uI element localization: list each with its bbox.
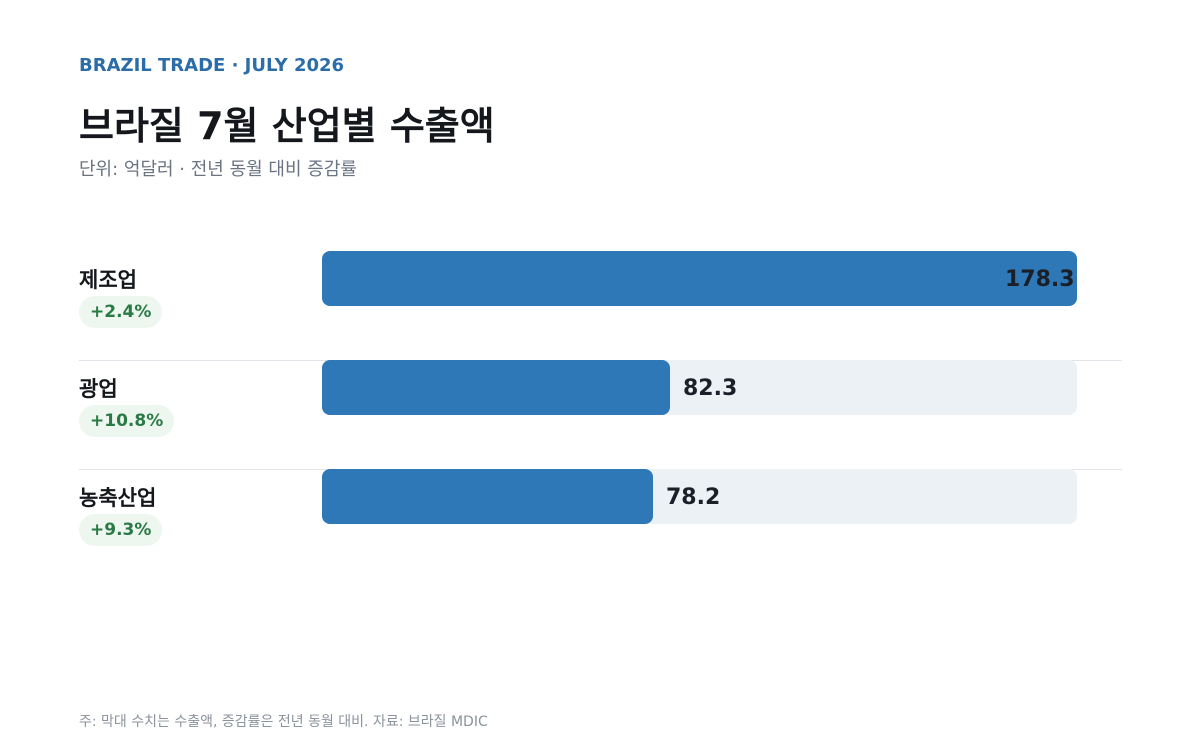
chart-row: 농축산업 +9.3% 78.2 (79, 469, 1122, 578)
chart-row: 광업 +10.8% 82.3 (79, 360, 1122, 470)
category-label: 광업 (79, 377, 118, 401)
value-label: 78.2 (666, 485, 721, 510)
bar (322, 469, 653, 524)
change-badge: +9.3% (79, 514, 163, 546)
page-subtitle: 단위: 억달러 · 전년 동월 대비 증감률 (79, 159, 357, 180)
value-label: 178.3 (1005, 267, 1075, 292)
change-badge: +10.8% (79, 405, 175, 437)
category-label: 제조업 (79, 268, 137, 292)
category-label: 농축산업 (79, 486, 157, 510)
bar (322, 251, 1077, 306)
chart-row: 제조업 +2.4% 178.3 (79, 251, 1122, 361)
page-title: 브라질 7월 산업별 수출액 (79, 104, 495, 148)
bar (322, 360, 670, 415)
footnote: 주: 막대 수치는 수출액, 증감률은 전년 동월 대비. 자료: 브라질 MD… (79, 714, 488, 730)
value-label: 82.3 (683, 376, 738, 401)
change-badge: +2.4% (79, 296, 163, 328)
eyebrow-label: BRAZIL TRADE · JULY 2026 (79, 55, 345, 76)
